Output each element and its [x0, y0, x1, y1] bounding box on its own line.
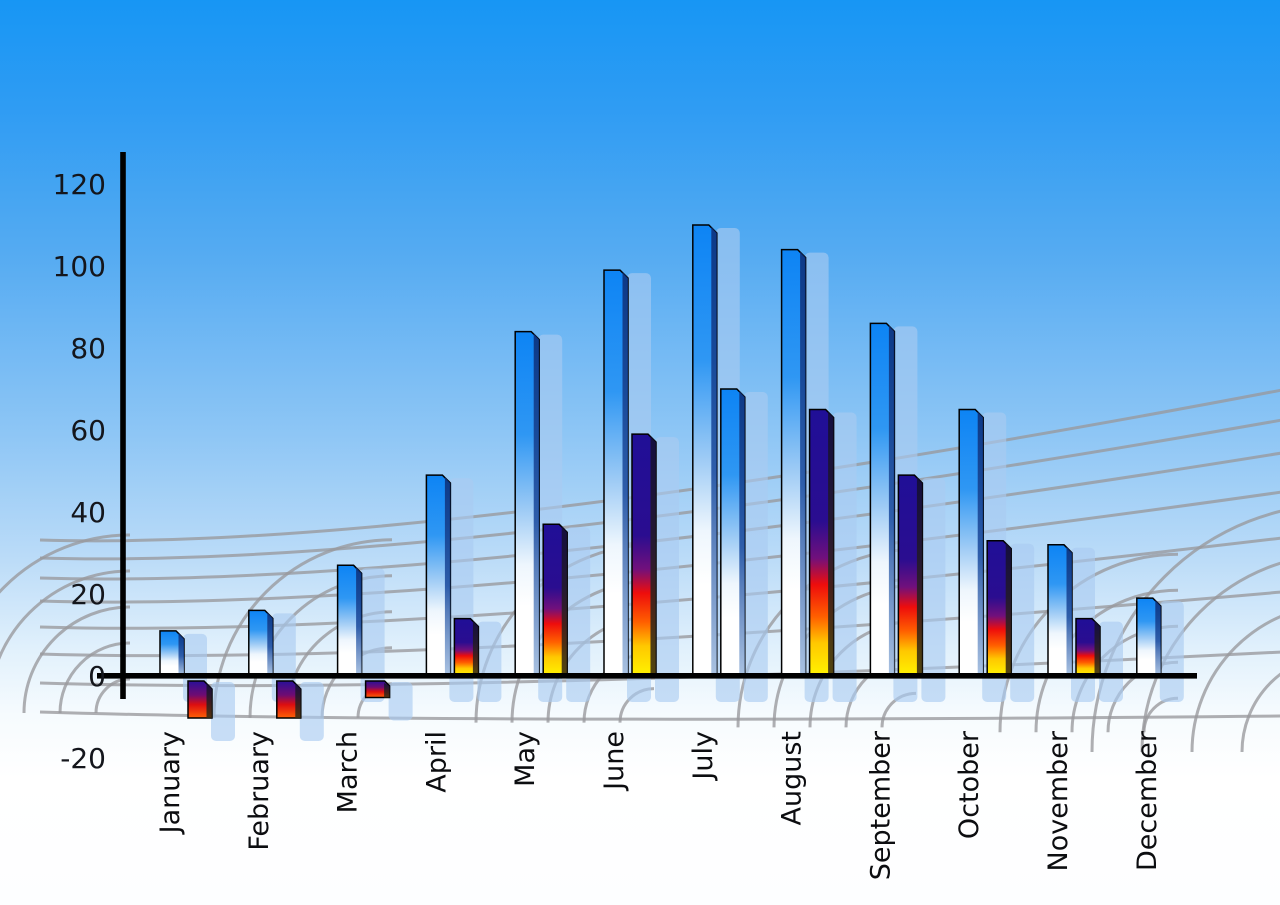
y-tick-label: -20 [60, 742, 106, 775]
x-month-label: March [333, 731, 364, 813]
bar-secondary-bevel [916, 477, 923, 675]
bar-secondary-bevel [1094, 620, 1100, 675]
bar-primary-bevel [178, 632, 184, 675]
y-axis-labels: 120 100 80 60 40 20 0 -20 [53, 168, 106, 775]
bar-primary-bevel [1155, 600, 1161, 675]
bar-group-september [869, 322, 946, 702]
bar-group-october [958, 408, 1035, 702]
x-axis-labels: January February March April May June July Augu… [155, 730, 1163, 880]
bar-primary-bevel [356, 567, 362, 675]
bar-primary-bevel [622, 272, 628, 675]
bar-group-november [1047, 544, 1123, 702]
bar-secondary-bevel [206, 683, 212, 718]
y-axis-line [120, 152, 126, 699]
floor-grid-arc [1090, 509, 1280, 753]
bar-primary-bevel [1066, 546, 1072, 675]
x-month-label: September [865, 730, 896, 880]
bar-primary-bevel [977, 411, 984, 675]
bar-ghost-primary [1159, 601, 1184, 702]
bar-ghost-primary [360, 568, 385, 702]
y-tick-label: 60 [70, 414, 106, 447]
x-axis-zero-line [97, 673, 1197, 679]
bar-primary-bevel [267, 612, 273, 675]
floor-grid-arc [1140, 561, 1280, 753]
bar-ghost-secondary [832, 412, 857, 702]
floor-grid-arc [22, 605, 131, 714]
bar-primary-bevel [800, 251, 806, 675]
y-tick-label: 100 [53, 250, 106, 283]
y-tick-label: 80 [70, 332, 106, 365]
x-month-label: October [954, 730, 985, 839]
x-month-label: April [421, 731, 452, 793]
bar-secondary-bevel [828, 411, 834, 675]
floor-grid-arc [58, 641, 131, 714]
bar-secondary-bevel [472, 620, 479, 675]
bar-secondary-bevel [561, 526, 568, 675]
floor-grid-arc [0, 533, 131, 594]
bar-secondary-bevel [384, 683, 390, 698]
bar-group-april [425, 474, 502, 702]
bar-primary-bevel [533, 333, 540, 675]
bar-primary-bevel [711, 227, 717, 675]
bar-group-march [336, 564, 413, 721]
bar-group-june [603, 269, 679, 702]
x-month-label: February [244, 731, 275, 851]
floor-grid-arc [1240, 672, 1280, 753]
axes [97, 152, 1197, 699]
bar-group-may [514, 330, 591, 702]
y-tick-label: 0 [88, 660, 106, 693]
floor-grid-arc [1190, 615, 1280, 753]
y-tick-label: 20 [70, 578, 106, 611]
bar-ghost-secondary [211, 682, 235, 741]
bar-group-july [692, 224, 768, 702]
bar-ghost-secondary [743, 392, 768, 702]
x-month-label: May [510, 731, 541, 787]
bars [159, 224, 1184, 741]
x-month-label: December [1132, 730, 1163, 871]
bar-group-august [780, 248, 857, 702]
x-month-label: November [1043, 730, 1074, 871]
bar-secondary-bevel [295, 683, 301, 718]
floor-grid-arc [212, 538, 393, 718]
bar-secondary-bevel [650, 436, 656, 675]
bar-primary-bevel [888, 325, 895, 675]
bar-secondary-bevel [739, 391, 745, 675]
floor-grid-sweep-line [39, 710, 1280, 721]
x-month-label: August [777, 731, 808, 826]
bar-ghost-secondary [299, 682, 324, 741]
bar-ghost-secondary [1099, 621, 1123, 702]
bar-ghost-secondary [921, 478, 946, 702]
bar-ghost-secondary [1010, 543, 1035, 702]
bar-ghost-secondary [477, 621, 502, 702]
bar-primary-bevel [444, 477, 451, 675]
bar-ghost-primary [271, 613, 296, 702]
x-month-label: July [688, 731, 719, 782]
bar-group-december [1136, 597, 1184, 702]
x-month-label: January [155, 731, 186, 835]
floor-grid-arc [0, 569, 131, 660]
bar-ghost-secondary [655, 437, 679, 702]
bar-ghost-secondary [388, 682, 413, 721]
x-month-label: June [599, 731, 630, 792]
bar-group-february [248, 609, 324, 741]
y-tick-label: 40 [70, 496, 106, 529]
bar-secondary-bevel [1005, 542, 1012, 675]
y-tick-label: 120 [53, 168, 106, 201]
bar-ghost-secondary [566, 527, 591, 702]
